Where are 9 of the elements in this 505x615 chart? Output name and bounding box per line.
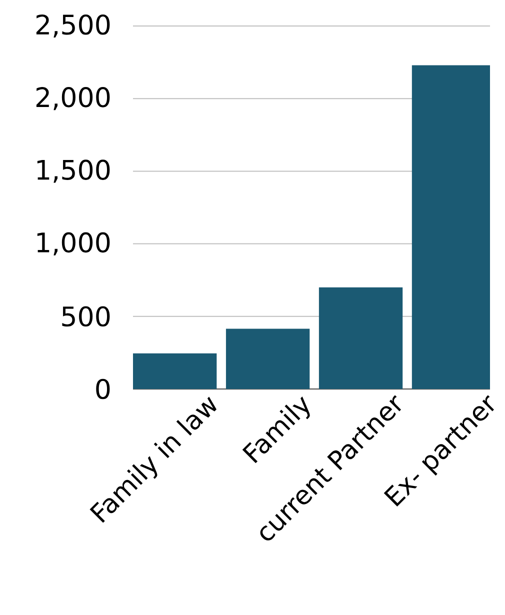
y-tick-label: 1,000: [38, 232, 110, 256]
y-tick-label: 2,500: [36, 14, 110, 38]
bar: [226, 328, 310, 389]
y-tick-label: 2,000: [36, 87, 110, 110]
bar: [319, 287, 403, 389]
y-tick-label: 1,500: [38, 160, 110, 183]
y-tick-label: 500: [62, 306, 110, 327]
bar: [133, 353, 217, 389]
y-tick-label: 0: [96, 378, 110, 400]
